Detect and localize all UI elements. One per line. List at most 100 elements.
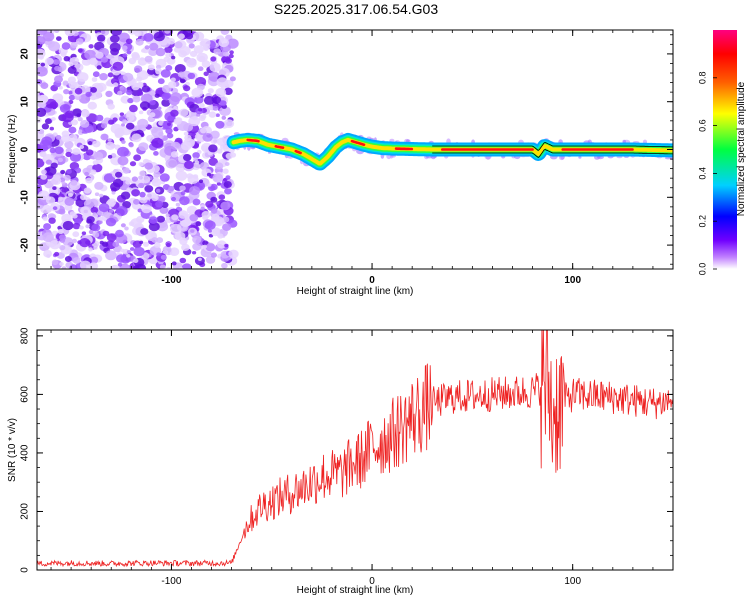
noise-speckle bbox=[39, 151, 46, 157]
noise-speckle bbox=[41, 169, 47, 175]
noise-speckle bbox=[207, 183, 212, 187]
noise-speckle bbox=[121, 139, 126, 144]
spectrogram-xlabel: Height of straight line (km) bbox=[297, 286, 414, 297]
noise-speckle bbox=[197, 257, 202, 261]
noise-speckle bbox=[208, 111, 217, 118]
noise-speckle bbox=[131, 176, 139, 182]
noise-speckle bbox=[62, 80, 69, 86]
spectrogram-ytick-label: 10 bbox=[20, 96, 31, 108]
noise-speckle bbox=[155, 188, 161, 193]
noise-speckle bbox=[42, 31, 55, 42]
noise-speckle bbox=[154, 93, 160, 98]
noise-speckle bbox=[219, 100, 227, 107]
noise-speckle bbox=[203, 95, 215, 105]
noise-speckle bbox=[161, 201, 169, 208]
noise-speckle bbox=[54, 251, 60, 257]
noise-speckle bbox=[186, 205, 198, 215]
noise-speckle bbox=[212, 216, 225, 227]
noise-speckle bbox=[180, 141, 192, 151]
noise-speckle bbox=[167, 122, 171, 126]
noise-speckle bbox=[37, 94, 49, 104]
noise-speckle bbox=[144, 45, 150, 50]
noise-speckle bbox=[43, 249, 52, 258]
noise-speckle bbox=[174, 41, 183, 49]
snr-ylabel: SNR (10 * v/v) bbox=[7, 418, 18, 482]
noise-speckle bbox=[48, 41, 61, 52]
noise-speckle bbox=[105, 250, 117, 261]
noise-speckle bbox=[187, 72, 196, 80]
noise-speckle bbox=[223, 51, 229, 57]
noise-speckle bbox=[72, 222, 81, 230]
spectrogram-xtick-label: 0 bbox=[369, 275, 375, 286]
noise-speckle bbox=[197, 66, 204, 71]
noise-speckle bbox=[177, 71, 185, 78]
noise-speckle bbox=[225, 175, 231, 180]
noise-speckle bbox=[61, 266, 67, 269]
noise-speckle bbox=[49, 147, 56, 154]
noise-speckle bbox=[189, 196, 194, 201]
noise-speckle bbox=[58, 85, 63, 90]
noise-speckle bbox=[165, 127, 173, 135]
snr-panel: -100 0 100 0 200 400 600 800 Height of straight… bbox=[7, 327, 674, 596]
noise-speckle bbox=[115, 229, 124, 238]
noise-speckle bbox=[40, 82, 49, 89]
noise-speckle bbox=[61, 134, 71, 143]
noise-speckle bbox=[46, 207, 52, 213]
noise-speckle bbox=[173, 117, 182, 125]
noise-speckle bbox=[98, 203, 110, 213]
noise-speckle bbox=[60, 169, 66, 175]
spectrogram-image bbox=[37, 30, 673, 269]
noise-speckle bbox=[121, 45, 128, 51]
noise-speckle bbox=[48, 217, 56, 224]
noise-speckle bbox=[98, 220, 103, 224]
noise-speckle bbox=[68, 90, 73, 95]
noise-speckle bbox=[99, 193, 104, 198]
noise-speckle bbox=[183, 131, 189, 136]
noise-speckle bbox=[205, 255, 216, 264]
noise-speckle bbox=[137, 118, 149, 129]
noise-speckle bbox=[148, 222, 160, 232]
noise-speckle bbox=[155, 68, 163, 75]
noise-speckle bbox=[208, 71, 221, 82]
noise-speckle bbox=[170, 151, 179, 158]
noise-speckle bbox=[51, 259, 59, 266]
snr-xtick-label: 0 bbox=[369, 576, 375, 587]
colorbar-ticks: 0.0 0.2 0.4 0.6 0.8 bbox=[697, 72, 717, 275]
noise-speckle bbox=[160, 254, 167, 260]
noise-speckle bbox=[213, 48, 221, 55]
noise-speckle bbox=[52, 206, 58, 211]
snr-ytick-label: 600 bbox=[20, 386, 31, 403]
noise-speckle bbox=[221, 115, 227, 120]
noise-speckle bbox=[42, 232, 54, 243]
noise-speckle bbox=[102, 230, 110, 237]
noise-speckle bbox=[92, 71, 100, 78]
noise-speckle bbox=[181, 243, 190, 251]
noise-speckle bbox=[77, 117, 83, 122]
ridge-core-segment bbox=[350, 139, 366, 146]
snr-background bbox=[37, 330, 673, 570]
noise-speckle bbox=[42, 216, 48, 221]
noise-speckle bbox=[37, 117, 42, 123]
noise-speckle bbox=[155, 47, 166, 57]
noise-speckle bbox=[88, 247, 93, 252]
noise-speckle bbox=[175, 170, 188, 181]
noise-speckle bbox=[68, 99, 74, 105]
noise-speckle bbox=[109, 209, 114, 213]
noise-speckle bbox=[153, 171, 161, 178]
noise-speckle bbox=[54, 146, 64, 155]
noise-speckle bbox=[192, 198, 201, 206]
noise-speckle bbox=[79, 225, 84, 230]
noise-speckle bbox=[58, 208, 66, 215]
noise-speckle bbox=[69, 57, 80, 65]
noise-speckle bbox=[59, 234, 67, 241]
noise-speckle bbox=[124, 226, 129, 231]
noise-speckle bbox=[205, 200, 214, 208]
noise-speckle bbox=[126, 89, 133, 96]
noise-speckle bbox=[210, 228, 221, 237]
snr-ytick-label: 400 bbox=[20, 444, 31, 461]
snr-frame bbox=[36, 329, 674, 571]
noise-speckle bbox=[192, 116, 198, 121]
colorbar-tick-label: 0.2 bbox=[697, 215, 707, 228]
noise-speckle bbox=[210, 196, 218, 203]
noise-speckle bbox=[200, 127, 207, 134]
